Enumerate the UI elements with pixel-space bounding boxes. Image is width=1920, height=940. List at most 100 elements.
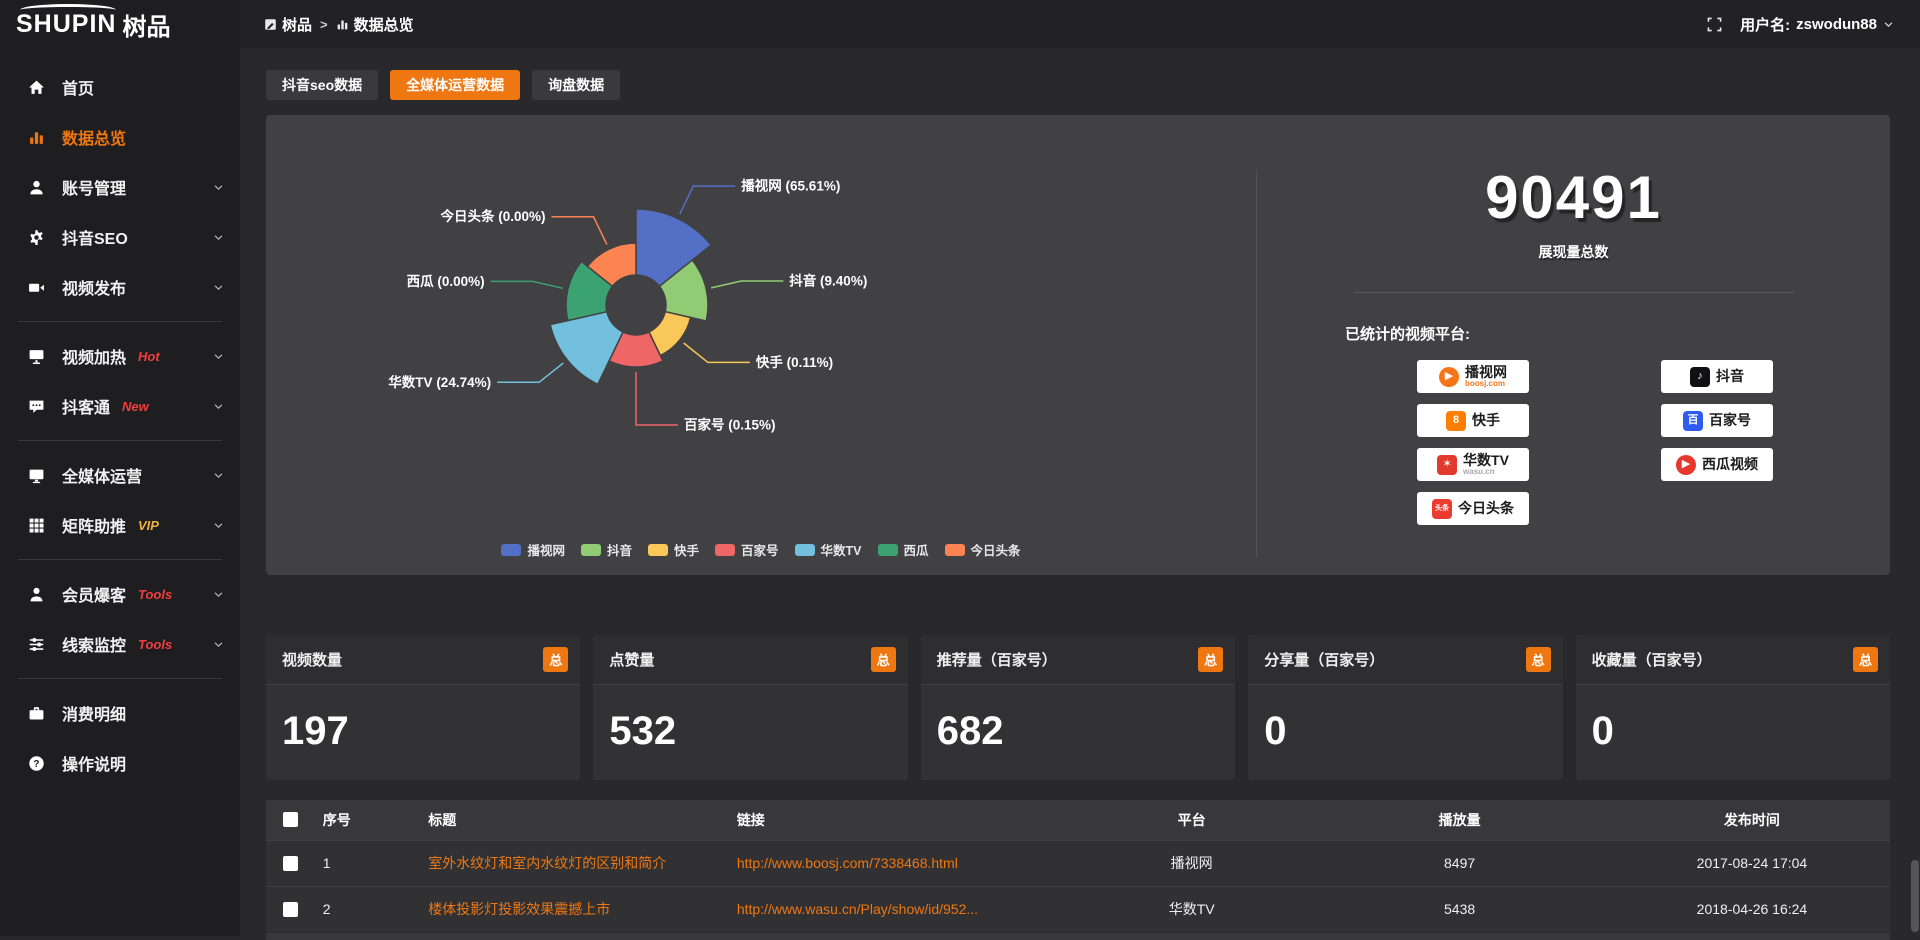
breadcrumb-item-current[interactable]: 数据总览 <box>336 14 414 35</box>
cell-link[interactable]: http://www.boosj.com/7338468.html <box>729 840 1078 886</box>
sidebar-item-account-manage[interactable]: 账号管理 <box>0 162 240 212</box>
stat-card-title: 分享量（百家号） <box>1264 649 1384 670</box>
cell-platform: 播视网 <box>1078 840 1305 886</box>
cell-title[interactable]: 楼体投影灯投影效果震撼上市 <box>420 886 729 932</box>
stat-card-title: 收藏量（百家号） <box>1592 649 1712 670</box>
legend-item-0[interactable]: 播视网 <box>501 540 565 559</box>
wallet-icon <box>28 705 46 722</box>
platform-badge-baijiahao: 百百家号 <box>1661 404 1773 437</box>
pie-label-line <box>680 186 736 214</box>
table-header-1: 标题 <box>420 800 729 840</box>
user-menu[interactable]: 用户名: zswodun88 <box>1740 14 1894 35</box>
fullscreen-icon[interactable] <box>1707 17 1722 32</box>
gear-icon <box>28 229 46 246</box>
sidebar-item-data-overview[interactable]: 数据总览 <box>0 112 240 162</box>
breadcrumb-item-home[interactable]: 树品 <box>264 14 312 35</box>
platform-name: 播视网 <box>1465 365 1507 380</box>
breadcrumb-separator: > <box>320 17 328 32</box>
legend-item-3[interactable]: 百家号 <box>715 540 779 559</box>
sidebar-item-label: 操作说明 <box>62 751 126 775</box>
rose-pie-chart: 播视网 (65.61%)抖音 (9.40%)快手 (0.11%)百家号 (0.1… <box>266 115 1256 575</box>
total-badge[interactable]: 总 <box>543 647 568 672</box>
wasu-logo: ✶ <box>1437 455 1457 475</box>
platform-subtext: wasu.cn <box>1463 468 1509 476</box>
sidebar-item-label: 数据总览 <box>62 125 126 149</box>
legend-label: 播视网 <box>527 540 565 559</box>
cell-plays: 8497 <box>1305 840 1614 886</box>
sidebar-divider <box>18 559 222 560</box>
sidebar-item-help[interactable]: ?操作说明 <box>0 738 240 788</box>
table-next-row-partial <box>266 932 1890 940</box>
cell-link[interactable]: http://www.wasu.cn/Play/show/id/952... <box>729 886 1078 932</box>
legend-item-1[interactable]: 抖音 <box>581 540 632 559</box>
tab-inquiry-data[interactable]: 询盘数据 <box>532 70 620 100</box>
stat-card-value: 197 <box>266 685 580 780</box>
sidebar-divider <box>18 678 222 679</box>
legend-item-2[interactable]: 快手 <box>648 540 699 559</box>
row-checkbox[interactable] <box>283 856 298 871</box>
legend-label: 华数TV <box>821 540 862 559</box>
table-cell-checkbox <box>266 840 315 886</box>
pie-label-line <box>684 343 750 362</box>
sidebar-item-douyin-seo[interactable]: 抖音SEO <box>0 212 240 262</box>
sidebar-item-tag: Hot <box>138 349 160 364</box>
legend-label: 西瓜 <box>904 540 929 559</box>
breadcrumb-label: 数据总览 <box>354 14 414 35</box>
cell-platform: 华数TV <box>1078 886 1305 932</box>
cell-title[interactable]: 室外水纹灯和室内水纹灯的区别和简介 <box>420 840 729 886</box>
page-scrollbar[interactable] <box>1911 48 1919 936</box>
legend-swatch <box>878 544 898 556</box>
chevron-down-icon <box>213 282 224 293</box>
chart-bar-icon <box>28 129 46 146</box>
platform-name-wrap: 快手 <box>1472 413 1500 428</box>
sidebar-item-video-publish[interactable]: 视频发布 <box>0 262 240 312</box>
platform-name-wrap: 西瓜视频 <box>1702 457 1758 472</box>
total-badge[interactable]: 总 <box>1853 647 1878 672</box>
chevron-down-icon <box>213 351 224 362</box>
tab-media-ops-data[interactable]: 全媒体运营数据 <box>390 70 520 100</box>
chevron-down-icon <box>213 182 224 193</box>
sidebar-item-home[interactable]: 首页 <box>0 62 240 112</box>
pie-label: 百家号 (0.15%) <box>684 417 776 433</box>
table-header-5: 发布时间 <box>1614 800 1890 840</box>
select-all-checkbox[interactable] <box>283 812 298 827</box>
summary-divider <box>1354 292 1794 293</box>
sidebar-item-label: 首页 <box>62 75 94 99</box>
total-badge[interactable]: 总 <box>871 647 896 672</box>
cell-time: 2018-04-26 16:24 <box>1614 886 1890 932</box>
legend-item-6[interactable]: 今日头条 <box>945 540 1021 559</box>
platform-name: 西瓜视频 <box>1702 457 1758 472</box>
breadcrumb: 树品 > 数据总览 <box>264 14 414 35</box>
sidebar-item-spend-detail[interactable]: 消费明细 <box>0 688 240 738</box>
total-badge[interactable]: 总 <box>1198 647 1223 672</box>
sidebar-item-label: 视频发布 <box>62 275 126 299</box>
legend-item-5[interactable]: 西瓜 <box>878 540 929 559</box>
scrollbar-thumb[interactable] <box>1911 860 1919 932</box>
stat-card-value: 532 <box>593 685 907 780</box>
tab-douyin-seo-data[interactable]: 抖音seo数据 <box>266 70 378 100</box>
breadcrumb-label: 树品 <box>282 14 312 35</box>
stat-card-title: 推荐量（百家号） <box>937 649 1057 670</box>
sidebar-item-media-ops[interactable]: 全媒体运营 <box>0 450 240 500</box>
legend-item-4[interactable]: 华数TV <box>795 540 862 559</box>
total-badge[interactable]: 总 <box>1526 647 1551 672</box>
topbar-right: 用户名: zswodun88 <box>1707 14 1920 35</box>
pie-label: 快手 (0.11%) <box>756 354 833 370</box>
sidebar-item-tag: New <box>122 399 149 414</box>
logo-text-cn: 树品 <box>122 7 170 42</box>
row-checkbox[interactable] <box>283 902 298 917</box>
monitor-icon <box>28 467 46 484</box>
